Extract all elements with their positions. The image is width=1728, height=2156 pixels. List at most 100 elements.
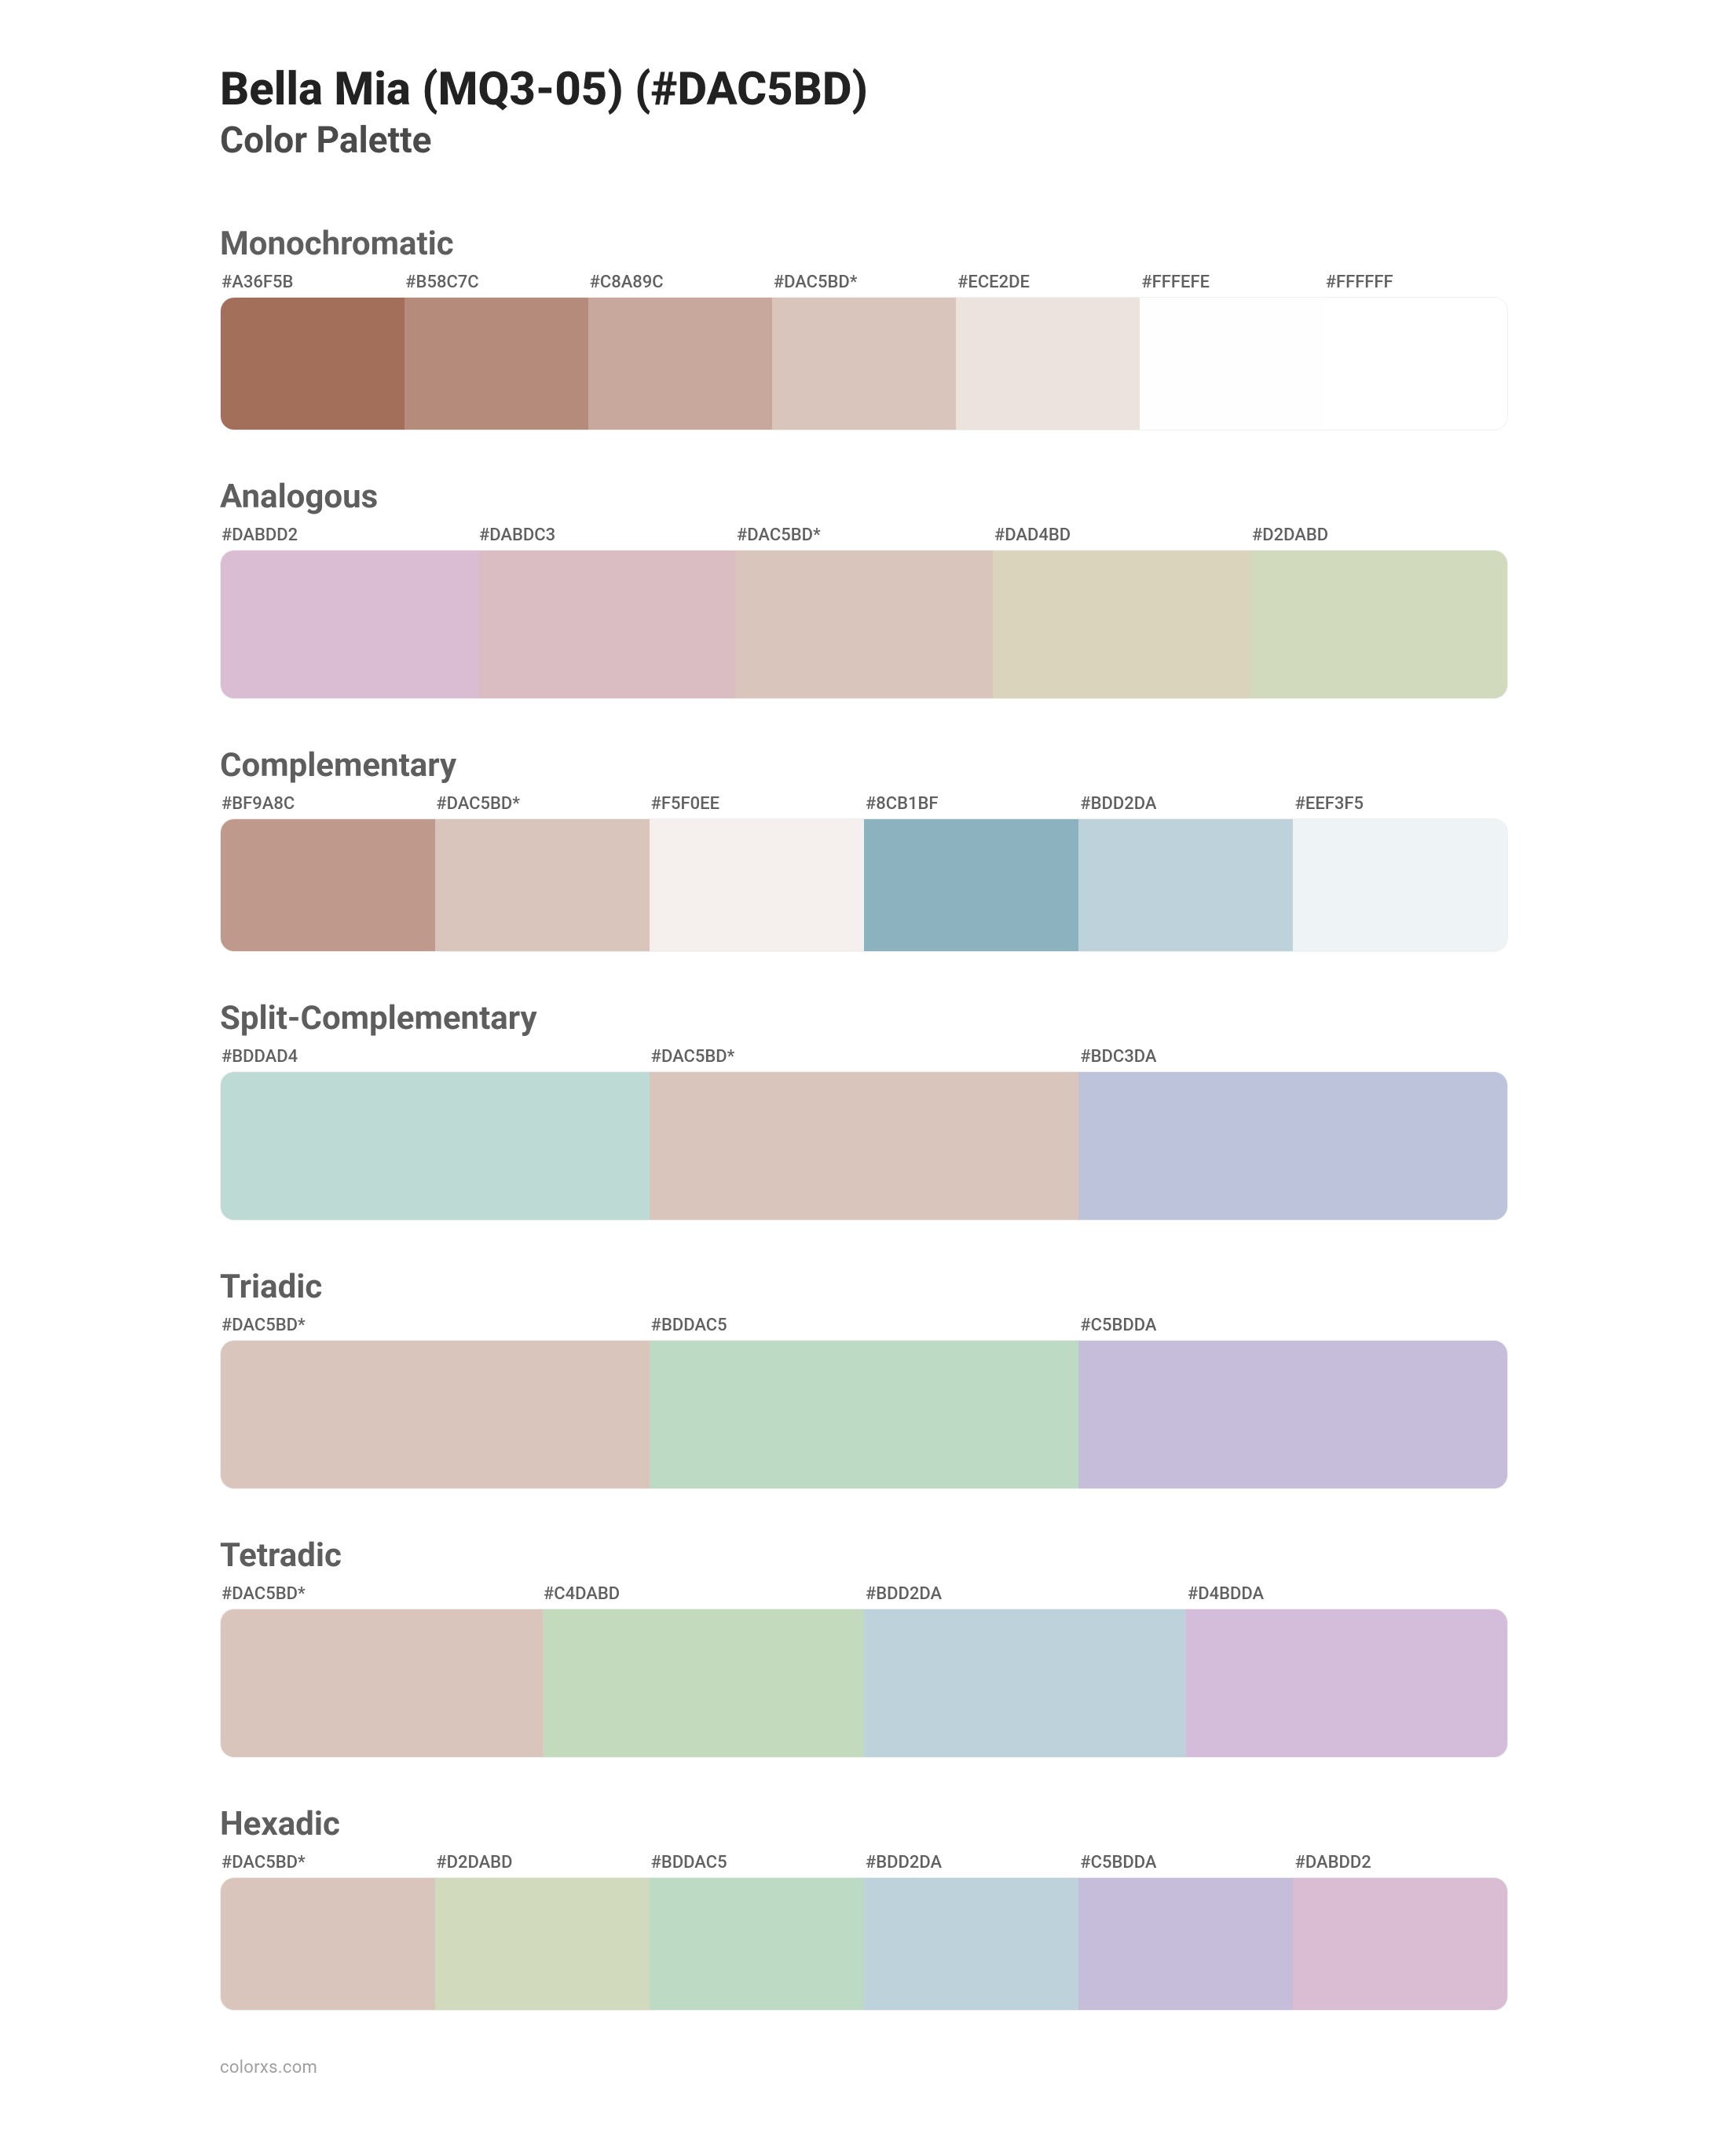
swatch-label: #C5BDDA — [1078, 1853, 1293, 1872]
color-swatch[interactable] — [1293, 1878, 1507, 2010]
swatch-label: #8CB1BF — [864, 794, 1078, 814]
swatch-row — [220, 818, 1508, 952]
swatch-label: #B58C7C — [404, 273, 588, 292]
palette-section: Analogous #DABDD2#DABDC3#DAC5BD*#DAD4BD#D… — [220, 478, 1508, 699]
swatch-label: #BF9A8C — [220, 794, 434, 814]
swatch-labels-row: #DAC5BD*#BDDAC5#C5BDDA — [220, 1316, 1508, 1335]
swatch-label: #EEF3F5 — [1294, 794, 1508, 814]
swatch-label: #FFFEFE — [1140, 273, 1323, 292]
swatch-label: #FFFFFF — [1324, 273, 1508, 292]
color-swatch[interactable] — [588, 298, 772, 430]
color-swatch[interactable] — [864, 1609, 1186, 1757]
color-swatch[interactable] — [221, 1341, 650, 1488]
swatch-label: #BDD2DA — [1078, 794, 1293, 814]
color-swatch[interactable] — [1078, 1878, 1293, 2010]
swatch-labels-row: #DAC5BD*#D2DABD#BDDAC5#BDD2DA#C5BDDA#DAB… — [220, 1853, 1508, 1872]
swatch-label: #A36F5B — [220, 273, 404, 292]
color-swatch[interactable] — [1078, 819, 1293, 951]
color-swatch[interactable] — [543, 1609, 865, 1757]
swatch-label: #F5F0EE — [650, 794, 864, 814]
palette-sections: Monochromatic#A36F5B#B58C7C#C8A89C#DAC5B… — [220, 225, 1508, 2011]
swatch-label: #DABDD2 — [220, 525, 478, 545]
swatch-label: #DAD4BD — [993, 525, 1250, 545]
color-swatch[interactable] — [1293, 819, 1507, 951]
page-title: Bella Mia (MQ3-05) (#DAC5BD) — [220, 63, 1508, 116]
section-title: Monochromatic — [220, 225, 1508, 263]
page-subtitle: Color Palette — [220, 119, 1508, 162]
section-title: Complementary — [220, 746, 1508, 785]
swatch-labels-row: #BDDAD4#DAC5BD*#BDC3DA — [220, 1047, 1508, 1067]
color-swatch[interactable] — [993, 551, 1250, 698]
palette-section: Split-Complementary #BDDAD4#DAC5BD*#BDC3D… — [220, 999, 1508, 1221]
color-swatch[interactable] — [650, 1878, 864, 2010]
swatch-label: #BDDAC5 — [650, 1316, 1079, 1335]
swatch-label: #DAC5BD* — [220, 1853, 434, 1872]
palette-section: Hexadic #DAC5BD*#D2DABD#BDDAC5#BDD2DA#C5B… — [220, 1805, 1508, 2011]
color-swatch[interactable] — [1078, 1341, 1507, 1488]
swatch-labels-row: #DAC5BD*#C4DABD#BDD2DA#D4BDDA — [220, 1584, 1508, 1604]
swatch-label: #DAC5BD* — [772, 273, 956, 292]
swatch-row — [220, 297, 1508, 430]
color-swatch[interactable] — [435, 819, 650, 951]
color-swatch[interactable] — [221, 1609, 543, 1757]
color-swatch[interactable] — [772, 298, 956, 430]
swatch-label: #BDD2DA — [864, 1584, 1186, 1604]
swatch-label: #DABDC3 — [478, 525, 735, 545]
swatch-label: #BDDAD4 — [220, 1047, 650, 1067]
color-swatch[interactable] — [1078, 1072, 1507, 1220]
color-swatch[interactable] — [864, 1878, 1078, 2010]
swatch-label: #BDDAC5 — [650, 1853, 864, 1872]
swatch-label: #D4BDDA — [1186, 1584, 1508, 1604]
color-swatch[interactable] — [650, 1341, 1078, 1488]
palette-section: Complementary #BF9A8C#DAC5BD*#F5F0EE#8CB1… — [220, 746, 1508, 952]
color-swatch[interactable] — [221, 551, 478, 698]
swatch-row — [220, 1071, 1508, 1221]
swatch-labels-row: #BF9A8C#DAC5BD*#F5F0EE#8CB1BF#BDD2DA#EEF… — [220, 794, 1508, 814]
color-swatch[interactable] — [1186, 1609, 1508, 1757]
color-swatch[interactable] — [221, 298, 405, 430]
footer-credit: colorxs.com — [220, 2058, 1508, 2077]
swatch-label: #DAC5BD* — [650, 1047, 1079, 1067]
swatch-label: #D2DABD — [1250, 525, 1508, 545]
color-swatch[interactable] — [650, 819, 864, 951]
swatch-label: #DAC5BD* — [220, 1584, 542, 1604]
section-title: Split-Complementary — [220, 999, 1508, 1038]
color-swatch[interactable] — [221, 819, 435, 951]
palette-section: Monochromatic #A36F5B#B58C7C#C8A89C#DAC5B… — [220, 225, 1508, 430]
color-swatch[interactable] — [435, 1878, 650, 2010]
swatch-label: #BDD2DA — [864, 1853, 1078, 1872]
swatch-label: #BDC3DA — [1078, 1047, 1508, 1067]
swatch-row — [220, 1877, 1508, 2011]
color-swatch[interactable] — [478, 551, 736, 698]
section-title: Tetradic — [220, 1536, 1508, 1575]
swatch-label: #DAC5BD* — [220, 1316, 650, 1335]
swatch-labels-row: #A36F5B#B58C7C#C8A89C#DAC5BD*#ECE2DE#FFF… — [220, 273, 1508, 292]
swatch-label: #DAC5BD* — [735, 525, 993, 545]
color-swatch[interactable] — [956, 298, 1140, 430]
color-swatch[interactable] — [864, 819, 1078, 951]
color-swatch[interactable] — [650, 1072, 1078, 1220]
swatch-row — [220, 1609, 1508, 1758]
swatch-labels-row: #DABDD2#DABDC3#DAC5BD*#DAD4BD#D2DABD — [220, 525, 1508, 545]
swatch-label: #D2DABD — [434, 1853, 649, 1872]
swatch-row — [220, 1340, 1508, 1489]
color-swatch[interactable] — [405, 298, 588, 430]
swatch-label: #ECE2DE — [956, 273, 1140, 292]
section-title: Triadic — [220, 1268, 1508, 1306]
section-title: Hexadic — [220, 1805, 1508, 1843]
color-swatch[interactable] — [221, 1878, 435, 2010]
palette-section: Tetradic #DAC5BD*#C4DABD#BDD2DA#D4BDDA — [220, 1536, 1508, 1758]
swatch-row — [220, 550, 1508, 699]
color-swatch[interactable] — [1250, 551, 1507, 698]
section-title: Analogous — [220, 478, 1508, 516]
swatch-label: #C4DABD — [542, 1584, 864, 1604]
swatch-label: #C8A89C — [588, 273, 772, 292]
color-swatch[interactable] — [1323, 298, 1507, 430]
swatch-label: #DAC5BD* — [434, 794, 649, 814]
palette-section: Triadic #DAC5BD*#BDDAC5#C5BDDA — [220, 1268, 1508, 1489]
swatch-label: #C5BDDA — [1078, 1316, 1508, 1335]
color-swatch[interactable] — [735, 551, 993, 698]
color-swatch[interactable] — [221, 1072, 650, 1220]
swatch-label: #DABDD2 — [1294, 1853, 1508, 1872]
color-swatch[interactable] — [1140, 298, 1323, 430]
